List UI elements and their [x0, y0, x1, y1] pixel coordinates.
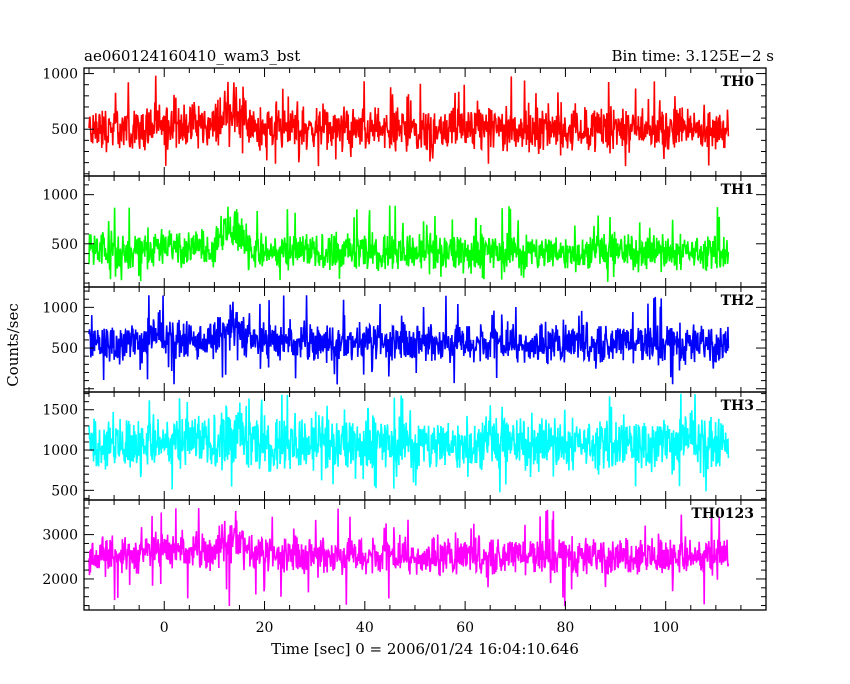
x-tick-label: 100 [652, 620, 679, 636]
x-axis-label: Time [sec] 0 = 2006/01/24 16:04:10.646 [271, 640, 579, 658]
y-tick-label: 1500 [42, 403, 78, 419]
y-tick-label: 1000 [42, 188, 78, 204]
panel-th0123: 2000 3000 TH0123 [42, 499, 767, 611]
series-line-th2 [88, 295, 730, 385]
series-line-th3 [88, 393, 730, 493]
panel-label: TH3 [721, 398, 754, 414]
panel-th2: 500 1000 TH2 [42, 286, 767, 393]
series-line-th0123 [88, 508, 730, 607]
y-tick-label: 500 [51, 483, 78, 499]
y-axis-label: Counts/sec [4, 303, 22, 387]
panel-th3: 500 1000 1500 TH3 [42, 391, 767, 501]
x-tick-label: 40 [356, 620, 374, 636]
y-tick-label: 500 [51, 237, 78, 253]
y-tick-label: 1000 [42, 300, 78, 316]
panel-label: TH0 [721, 74, 755, 90]
panel-label: TH0123 [691, 506, 754, 522]
y-tick-label: 2000 [42, 572, 78, 588]
y-tick-label: 500 [51, 341, 78, 357]
panel-label: TH2 [721, 293, 754, 309]
x-axis: 0 20 40 60 80 100 [160, 620, 679, 636]
x-tick-label: 80 [556, 620, 574, 636]
panel-th0: 500 1000 TH0 [42, 67, 767, 177]
series-line-th1 [88, 205, 730, 282]
x-tick-label: 0 [160, 620, 169, 636]
chart-title: ae060124160410_wam3_bst [84, 47, 300, 65]
panels-layer: 500 1000 TH0 500 1000 TH1 500 1000 TH2 500 1000 150… [42, 67, 767, 611]
y-tick-label: 500 [51, 122, 78, 138]
y-tick-label: 1000 [42, 443, 78, 459]
y-tick-label: 1000 [42, 67, 78, 83]
panel-frame [83, 175, 767, 288]
panel-th1: 500 1000 TH1 [42, 175, 767, 288]
y-tick-label: 3000 [42, 528, 78, 544]
bin-time-label: Bin time: 3.125E−2 s [612, 47, 774, 65]
panel-label: TH1 [721, 182, 754, 198]
x-tick-label: 20 [256, 620, 274, 636]
series-line-th0 [88, 75, 730, 167]
x-tick-label: 60 [456, 620, 474, 636]
panel-frame [83, 499, 767, 611]
